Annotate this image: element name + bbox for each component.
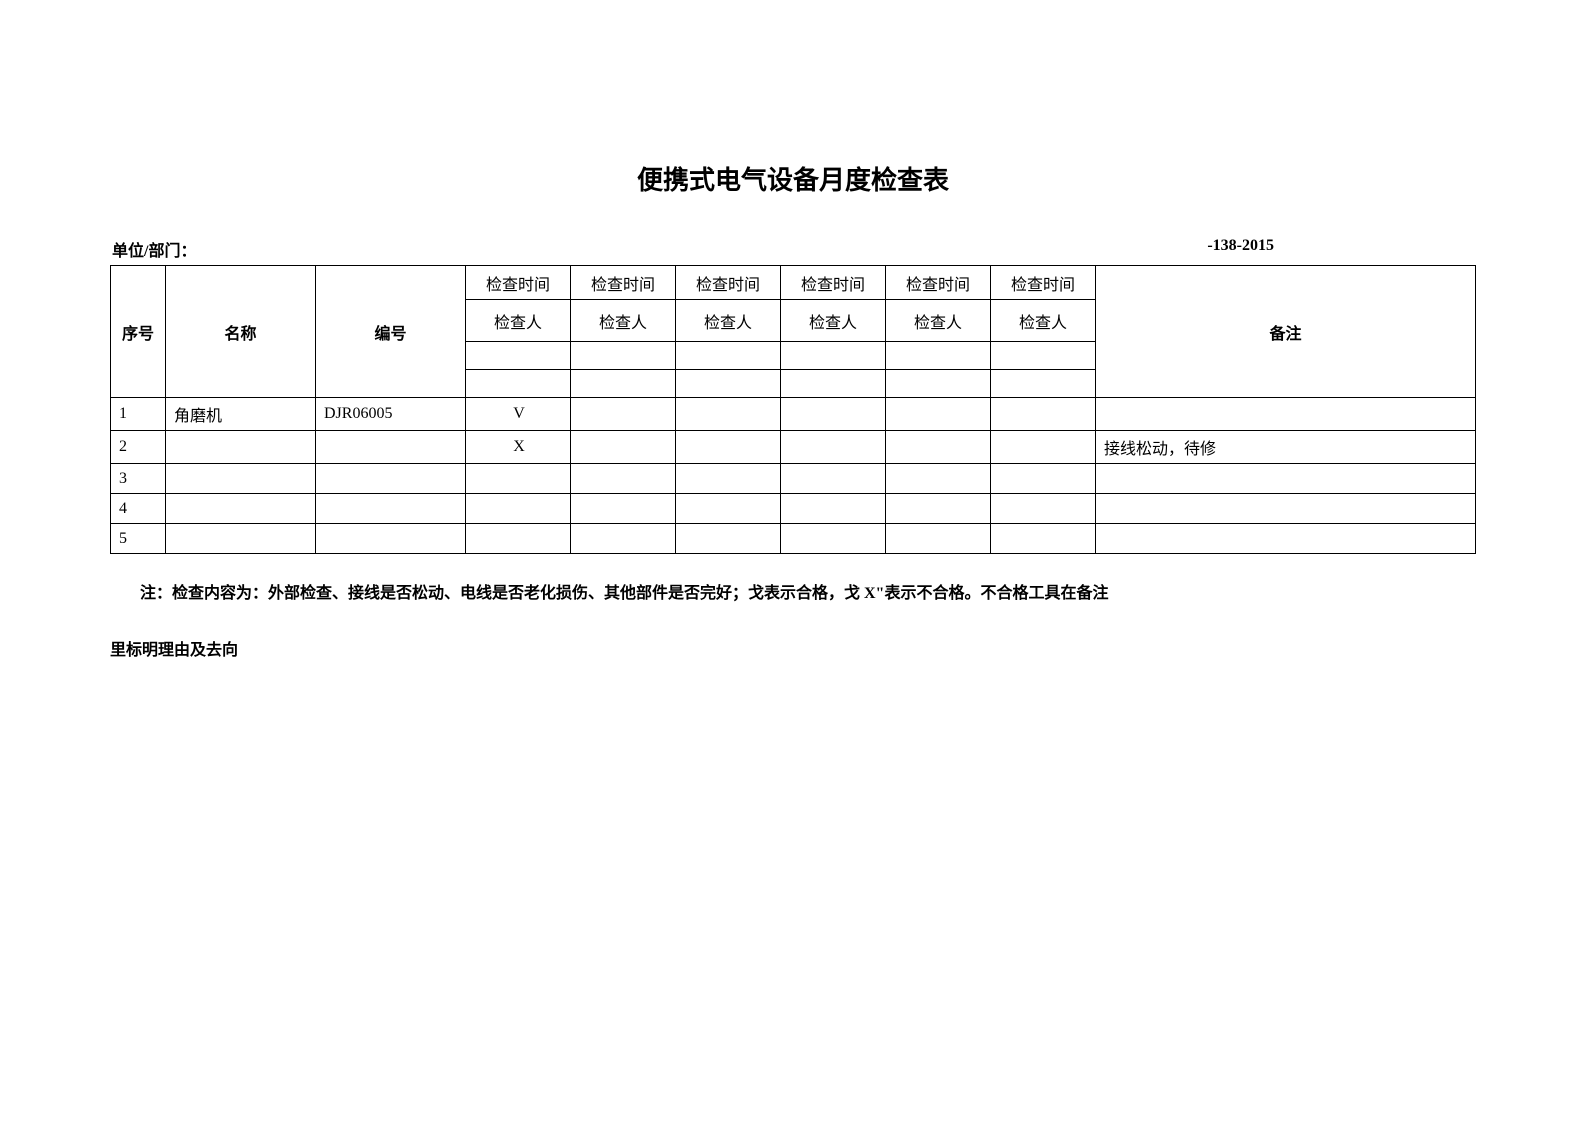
check-input-cell [571,370,676,398]
table-row: 1 角磨机 DJR06005 V [111,398,1476,431]
cell-seq: 3 [111,464,166,494]
cell-code [316,494,466,524]
cell-check [676,524,781,554]
cell-check: V [466,398,571,431]
table-row: 4 [111,494,1476,524]
cell-remark: 接线松动，待修 [1096,431,1476,464]
cell-check [991,524,1096,554]
col-header-seq: 序号 [111,266,166,398]
cell-remark [1096,524,1476,554]
document-title: 便携式电气设备月度检查表 [110,160,1476,197]
cell-remark [1096,464,1476,494]
cell-name [166,524,316,554]
check-input-cell [781,370,886,398]
check-input-cell [466,370,571,398]
check-input-cell [886,342,991,370]
col-header-checktime-3: 检查时间 [676,266,781,300]
cell-check [466,464,571,494]
cell-check [991,494,1096,524]
cell-check [781,524,886,554]
cell-check [571,431,676,464]
table-row: 2 X 接线松动，待修 [111,431,1476,464]
cell-seq: 1 [111,398,166,431]
cell-check [571,398,676,431]
cell-check [571,494,676,524]
cell-check [886,494,991,524]
table-row: 3 [111,464,1476,494]
cell-seq: 4 [111,494,166,524]
cell-check [991,431,1096,464]
cell-check [781,431,886,464]
unit-department-label: 单位/部门： [112,237,196,261]
inspection-table: 序号 名称 编号 检查时间 检查时间 检查时间 检查时间 检查时间 检查时间 备… [110,265,1476,554]
col-header-checker-1: 检查人 [466,300,571,342]
cell-check [886,524,991,554]
col-header-checktime-1: 检查时间 [466,266,571,300]
check-input-cell [676,370,781,398]
check-input-cell [571,342,676,370]
col-header-checktime-4: 检查时间 [781,266,886,300]
cell-check [781,494,886,524]
cell-check [991,464,1096,494]
check-input-cell [886,370,991,398]
check-input-cell [466,342,571,370]
col-header-checker-3: 检查人 [676,300,781,342]
check-input-cell [991,370,1096,398]
cell-name: 角磨机 [166,398,316,431]
check-input-cell [781,342,886,370]
cell-check [886,464,991,494]
col-header-name: 名称 [166,266,316,398]
cell-code [316,431,466,464]
col-header-checktime-6: 检查时间 [991,266,1096,300]
cell-check [886,431,991,464]
check-input-cell [676,342,781,370]
col-header-remark: 备注 [1096,266,1476,398]
cell-check: X [466,431,571,464]
col-header-checktime-2: 检查时间 [571,266,676,300]
cell-check [991,398,1096,431]
table-row: 5 [111,524,1476,554]
footnote-line-1: 注：检查内容为：外部检查、接线是否松动、电线是否老化损伤、其他部件是否完好；戈表… [110,576,1476,611]
col-header-code: 编号 [316,266,466,398]
cell-name [166,464,316,494]
cell-check [781,398,886,431]
cell-code [316,464,466,494]
document-number: -138-2015 [1207,237,1474,261]
cell-code: DJR06005 [316,398,466,431]
cell-check [676,494,781,524]
col-header-checker-5: 检查人 [886,300,991,342]
cell-check [886,398,991,431]
cell-check [466,494,571,524]
check-input-cell [991,342,1096,370]
cell-seq: 2 [111,431,166,464]
cell-check [676,464,781,494]
cell-remark [1096,494,1476,524]
cell-remark [1096,398,1476,431]
cell-seq: 5 [111,524,166,554]
col-header-checker-4: 检查人 [781,300,886,342]
col-header-checktime-5: 检查时间 [886,266,991,300]
footnote-line-2: 里标明理由及去向 [110,633,1476,668]
cell-name [166,431,316,464]
cell-check [571,524,676,554]
cell-code [316,524,466,554]
cell-check [781,464,886,494]
table-header-row-1: 序号 名称 编号 检查时间 检查时间 检查时间 检查时间 检查时间 检查时间 备… [111,266,1476,300]
cell-check [676,431,781,464]
cell-check [466,524,571,554]
cell-name [166,494,316,524]
col-header-checker-6: 检查人 [991,300,1096,342]
col-header-checker-2: 检查人 [571,300,676,342]
cell-check [676,398,781,431]
cell-check [571,464,676,494]
header-row: 单位/部门： -138-2015 [110,237,1476,261]
